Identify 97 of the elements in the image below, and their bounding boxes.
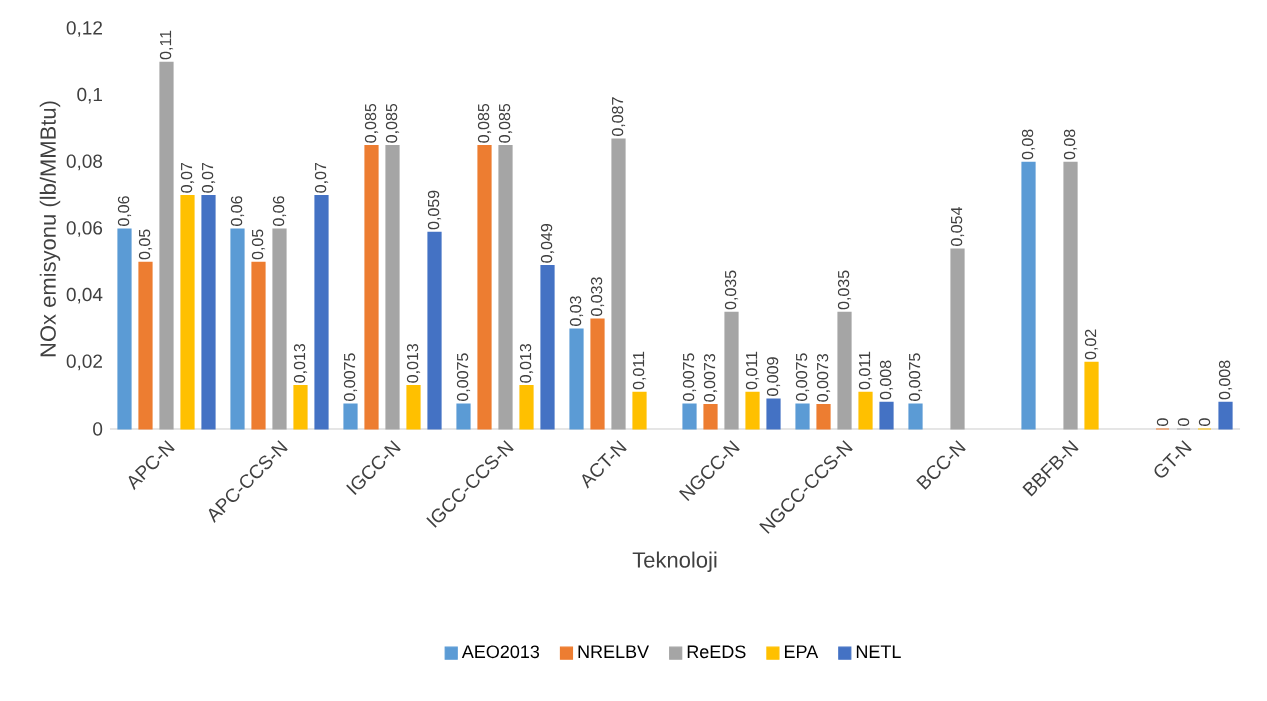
data-label: 0,085 <box>498 103 513 143</box>
bar <box>724 311 739 430</box>
data-label: 0,049 <box>540 224 555 263</box>
bar <box>879 401 894 430</box>
y-tick-label: 0,06 <box>66 221 103 237</box>
bar <box>293 385 308 430</box>
data-label: 0,11 <box>159 30 174 60</box>
y-axis-title: NOx emisyonu (lb/MMBtu) <box>39 101 61 357</box>
bar <box>908 403 923 430</box>
bar <box>1021 161 1036 430</box>
data-label: 0,0075 <box>343 353 358 401</box>
data-label: 0,06 <box>117 196 132 226</box>
data-label: 0,08 <box>1063 129 1078 160</box>
data-label: 0,013 <box>406 343 421 383</box>
bar <box>795 403 810 430</box>
data-label: 0,07 <box>201 162 216 193</box>
data-label: 0,0075 <box>682 353 697 401</box>
bar <box>272 228 287 430</box>
bar <box>406 385 421 430</box>
bar <box>837 311 852 430</box>
legend-label: ReEDS <box>687 645 746 659</box>
bar <box>519 385 534 430</box>
bar <box>159 61 174 430</box>
bar <box>117 228 132 430</box>
data-label: 0 <box>1156 418 1169 426</box>
legend-label: AEO2013 <box>461 645 540 659</box>
bar <box>427 231 442 430</box>
bar <box>1084 361 1099 430</box>
y-tick-label: 0,02 <box>66 354 102 371</box>
legend-label: EPA <box>784 645 819 658</box>
data-label: 0,08 <box>1021 129 1036 160</box>
data-label: 0,02 <box>1084 329 1099 360</box>
y-tick-label: 0,04 <box>66 287 103 304</box>
bar <box>611 138 626 430</box>
data-label: 0,013 <box>293 343 308 383</box>
x-axis-title: Teknoloji <box>632 551 717 573</box>
data-label: 0,06 <box>272 196 287 226</box>
bar <box>251 261 266 430</box>
bar <box>766 398 781 430</box>
data-label: 0,0073 <box>816 354 831 402</box>
data-label: 0,07 <box>314 162 329 193</box>
data-label: 0,03 <box>569 296 584 326</box>
data-label: 0,05 <box>251 229 266 260</box>
data-label: 0,0075 <box>908 353 923 401</box>
data-label: 0,011 <box>858 351 873 390</box>
data-label: 0 <box>1177 418 1190 426</box>
bar <box>703 404 718 430</box>
bar <box>632 391 647 430</box>
bar <box>858 391 873 430</box>
data-label: 0,05 <box>138 229 153 260</box>
y-tick-label: 0,08 <box>66 154 103 171</box>
bar <box>385 145 400 430</box>
data-label: 0,035 <box>837 270 852 310</box>
bar <box>590 318 605 430</box>
data-label: 0,07 <box>180 162 195 193</box>
data-label: 0,085 <box>385 103 400 143</box>
bar <box>314 195 329 430</box>
data-label: 0,059 <box>427 190 442 230</box>
bar <box>456 403 471 430</box>
data-label: 0,054 <box>950 207 965 246</box>
bar <box>180 195 195 430</box>
bar <box>1218 401 1233 430</box>
bar <box>569 328 584 430</box>
data-label: 0 <box>1198 418 1211 426</box>
bar <box>201 195 216 430</box>
data-label: 0,06 <box>230 196 245 226</box>
data-label: 0,011 <box>632 351 647 390</box>
bar <box>950 248 965 430</box>
bar <box>540 265 555 430</box>
bar <box>1063 161 1078 430</box>
y-tick-label: 0,12 <box>66 21 102 37</box>
data-label: 0,085 <box>477 103 492 143</box>
bar <box>498 145 513 430</box>
data-label: 0,033 <box>590 277 605 316</box>
data-label: 0,035 <box>724 270 739 310</box>
legend-label: NETL <box>856 645 901 658</box>
data-label: 0,013 <box>519 343 534 383</box>
y-tick-label: 0 <box>93 422 103 436</box>
y-tick-label: 0,1 <box>77 87 102 104</box>
bar <box>364 145 379 430</box>
data-label: 0,0075 <box>456 353 471 401</box>
bar <box>477 145 492 430</box>
bar <box>230 228 245 430</box>
bar <box>343 403 358 430</box>
data-label: 0,008 <box>1218 360 1233 400</box>
data-label: 0,085 <box>364 103 379 143</box>
data-label: 0,008 <box>879 360 894 400</box>
data-label: 0,0075 <box>795 353 810 401</box>
bar <box>745 391 760 430</box>
data-label: 0,011 <box>745 351 760 390</box>
bar <box>682 403 697 430</box>
data-label: 0,0073 <box>703 354 718 402</box>
data-label: 0,087 <box>611 97 626 136</box>
data-label: 0,009 <box>766 357 781 396</box>
legend-label: NRELBV <box>578 645 649 658</box>
bar <box>138 261 153 430</box>
bar <box>816 404 831 430</box>
